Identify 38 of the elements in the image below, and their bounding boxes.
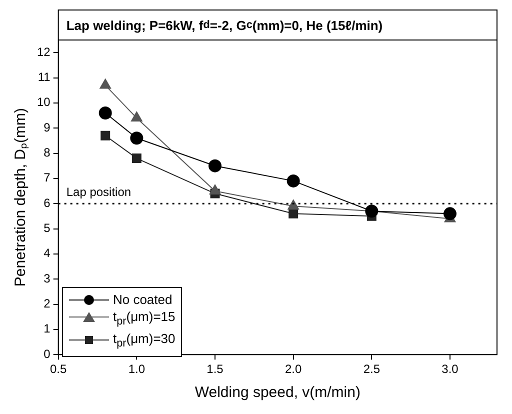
- y-tick-label: 11: [38, 70, 51, 84]
- point: [100, 130, 110, 140]
- point: [444, 207, 456, 220]
- point: [286, 174, 300, 188]
- y-axis-title: Penetration depth, Dₚ(mm): [12, 108, 30, 287]
- legend-label: No coated: [112, 292, 172, 307]
- legend-label: t$_{pr}$(μm)=30: [112, 331, 176, 350]
- y-tick-label: 0: [44, 346, 51, 361]
- y-tick-label: 9: [44, 120, 51, 134]
- x-tick-label: 2.0: [284, 362, 302, 376]
- y-tick-label: 5: [44, 221, 51, 236]
- x-tick-label: 1.0: [128, 362, 146, 376]
- point: [288, 200, 300, 210]
- point: [132, 154, 142, 164]
- y-tick-label: 6: [44, 196, 51, 210]
- point: [208, 159, 222, 172]
- point: [365, 204, 378, 218]
- legend-label: t$_{pr}$(μm)=15: [112, 308, 176, 328]
- point: [130, 132, 144, 145]
- x-tick-label: 0.5: [50, 362, 68, 376]
- point: [98, 106, 112, 120]
- y-tick-label: 3: [44, 271, 51, 286]
- point: [100, 78, 112, 89]
- point: [130, 112, 142, 122]
- x-axis-title: Welding speed, v(m/min): [194, 384, 360, 402]
- y-tick-label: 10: [36, 95, 51, 110]
- y-tick-label: 1: [44, 322, 51, 336]
- ref-line-label: Lap position: [66, 184, 132, 199]
- y-tick-label: 4: [44, 246, 51, 260]
- point: [209, 184, 221, 195]
- point: [288, 208, 298, 218]
- y-tick-label: 8: [44, 146, 51, 160]
- x-tick-label: 1.5: [206, 362, 224, 376]
- x-tick-label: 3.0: [442, 362, 459, 376]
- x-tick-label: 2.5: [363, 362, 380, 376]
- y-tick-label: 2: [44, 296, 51, 311]
- y-tick-label: 12: [36, 44, 51, 59]
- y-tick-label: 7: [44, 170, 51, 185]
